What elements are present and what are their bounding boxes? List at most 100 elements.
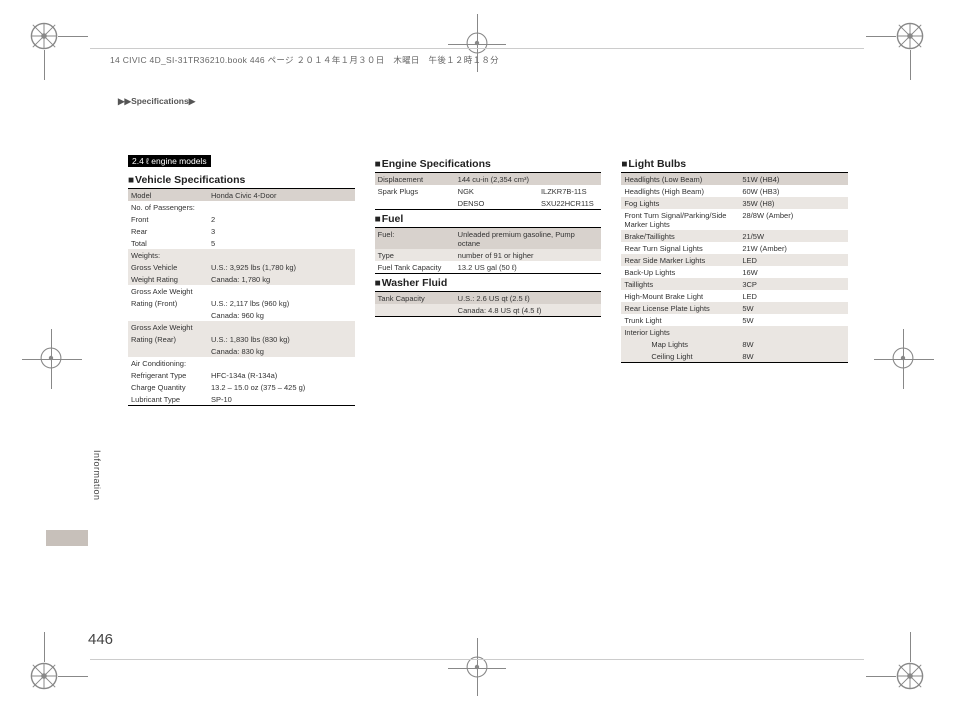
table-row: Gross Axle Weight xyxy=(128,285,355,297)
table-row: Canada: 960 kg xyxy=(128,309,355,321)
table-row: Total5 xyxy=(128,237,355,249)
table-row: Front Turn Signal/Parking/Side Marker Li… xyxy=(621,209,848,230)
table-cell: 3 xyxy=(208,225,355,237)
table-cell: 3CP xyxy=(739,278,848,290)
table-row: Weights: xyxy=(128,249,355,261)
engine-model-badge: 2.4 ℓ engine models xyxy=(128,155,211,167)
table-cell xyxy=(739,326,848,338)
table-cell: Back-Up Lights xyxy=(621,266,739,278)
table-cell: Fuel: xyxy=(375,228,455,250)
table-cell: Total xyxy=(128,237,208,249)
section-title-text: Vehicle Specifications xyxy=(135,174,245,186)
table-row: Front2 xyxy=(128,213,355,225)
table-cell: 8W xyxy=(739,338,848,350)
table-cell: Brake/Taillights xyxy=(621,230,739,242)
table-cell: Air Conditioning: xyxy=(128,357,208,369)
table-cell: Ceiling Light xyxy=(621,350,739,363)
breadcrumb: ▶▶Specifications▶ xyxy=(118,96,195,107)
section-title-text: Washer Fluid xyxy=(382,277,448,289)
table-cell: Tank Capacity xyxy=(375,292,455,305)
side-tab xyxy=(46,530,88,546)
table-row: High-Mount Brake LightLED xyxy=(621,290,848,302)
table-row: Trunk Light5W xyxy=(621,314,848,326)
table-washer-fluid: Tank CapacityU.S.: 2.6 US qt (2.5 ℓ)Cana… xyxy=(375,291,602,317)
table-cell: U.S.: 3,925 lbs (1,780 kg) xyxy=(208,261,355,273)
table-cell: 21W (Amber) xyxy=(739,242,848,254)
table-cell: Charge Quantity xyxy=(128,381,208,393)
table-fuel: Fuel:Unleaded premium gasoline, Pump oct… xyxy=(375,227,602,274)
table-cell: 8W xyxy=(739,350,848,363)
table-row: Charge Quantity13.2 – 15.0 oz (375 – 425… xyxy=(128,381,355,393)
table-cell: Gross Vehicle xyxy=(128,261,208,273)
table-row: Map Lights8W xyxy=(621,338,848,350)
table-cell: Rear License Plate Lights xyxy=(621,302,739,314)
table-cell: Canada: 830 kg xyxy=(208,345,355,357)
table-cell xyxy=(208,249,355,261)
crop-mark-bottom-right xyxy=(896,662,924,690)
table-row: Lubricant TypeSP-10 xyxy=(128,393,355,406)
table-cell: Type xyxy=(375,249,455,261)
table-cell: LED xyxy=(739,254,848,266)
table-cell: 2 xyxy=(208,213,355,225)
table-row: Rear License Plate Lights5W xyxy=(621,302,848,314)
table-cell: Interior Lights xyxy=(621,326,739,338)
crop-mark-top-right xyxy=(896,22,924,50)
table-cell: Rear xyxy=(128,225,208,237)
section-title-text: Fuel xyxy=(382,213,404,225)
table-cell: 144 cu-in (2,354 cm³) xyxy=(455,173,538,186)
table-cell: 13.2 US gal (50 ℓ) xyxy=(455,261,602,274)
table-cell: Rating (Rear) xyxy=(128,333,208,345)
table-row: Taillights3CP xyxy=(621,278,848,290)
table-row: Tank CapacityU.S.: 2.6 US qt (2.5 ℓ) xyxy=(375,292,602,305)
table-cell: SP-10 xyxy=(208,393,355,406)
table-cell: HFC-134a (R-134a) xyxy=(208,369,355,381)
column-engine-fuel: ■Engine Specifications Displacement144 c… xyxy=(375,155,602,406)
table-cell: 5 xyxy=(208,237,355,249)
table-cell xyxy=(208,201,355,213)
content-columns: 2.4 ℓ engine models ■Vehicle Specificati… xyxy=(128,155,848,406)
table-row: Typenumber of 91 or higher xyxy=(375,249,602,261)
table-cell: 35W (H8) xyxy=(739,197,848,209)
table-cell xyxy=(128,345,208,357)
table-cell xyxy=(208,285,355,297)
table-cell: 51W (HB4) xyxy=(739,173,848,186)
table-cell: Front xyxy=(128,213,208,225)
crop-mark-bottom-left xyxy=(30,662,58,690)
table-row: Air Conditioning: xyxy=(128,357,355,369)
table-cell: Rear Turn Signal Lights xyxy=(621,242,739,254)
table-row: Weight RatingCanada: 1,780 kg xyxy=(128,273,355,285)
side-label-information: Information xyxy=(92,450,102,501)
table-cell: High-Mount Brake Light xyxy=(621,290,739,302)
table-row: Rating (Front)U.S.: 2,117 lbs (960 kg) xyxy=(128,297,355,309)
registration-mark-top xyxy=(466,32,488,56)
table-cell: Trunk Light xyxy=(621,314,739,326)
table-row: Canada: 830 kg xyxy=(128,345,355,357)
table-cell: Spark Plugs xyxy=(375,185,455,197)
header-rule xyxy=(90,48,864,49)
table-cell: Gross Axle Weight xyxy=(128,321,208,333)
table-cell: 5W xyxy=(739,302,848,314)
table-row: Brake/Taillights21/5W xyxy=(621,230,848,242)
table-cell: U.S.: 2,117 lbs (960 kg) xyxy=(208,297,355,309)
section-title-engine-specs: ■Engine Specifications xyxy=(375,158,602,170)
crop-mark-top-left xyxy=(30,22,58,50)
section-title-washer-fluid: ■Washer Fluid xyxy=(375,277,602,289)
table-cell: DENSO xyxy=(455,197,538,210)
table-cell xyxy=(538,173,601,186)
table-cell: Rating (Front) xyxy=(128,297,208,309)
section-title-text: Light Bulbs xyxy=(628,158,686,170)
column-light-bulbs: ■Light Bulbs Headlights (Low Beam)51W (H… xyxy=(621,155,848,406)
table-cell: Displacement xyxy=(375,173,455,186)
table-cell: Rear Side Marker Lights xyxy=(621,254,739,266)
page-number: 446 xyxy=(88,631,113,648)
table-row: ModelHonda Civic 4-Door xyxy=(128,189,355,202)
table-row: Fuel:Unleaded premium gasoline, Pump oct… xyxy=(375,228,602,250)
table-cell: Map Lights xyxy=(621,338,739,350)
section-title-fuel: ■Fuel xyxy=(375,213,602,225)
table-cell: Gross Axle Weight xyxy=(128,285,208,297)
table-engine-specs: Displacement144 cu-in (2,354 cm³)Spark P… xyxy=(375,172,602,210)
table-cell: Honda Civic 4-Door xyxy=(208,189,355,202)
table-cell xyxy=(375,197,455,210)
table-cell: NGK xyxy=(455,185,538,197)
table-row: No. of Passengers: xyxy=(128,201,355,213)
